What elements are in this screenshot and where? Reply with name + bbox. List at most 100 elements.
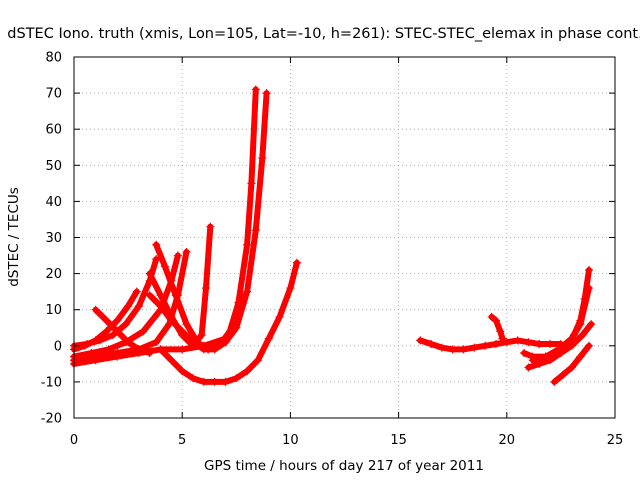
data-point (243, 287, 252, 296)
data-point (102, 316, 111, 325)
data-point (210, 377, 219, 386)
data-point (210, 345, 219, 354)
data-point (251, 85, 260, 94)
x-axis-label: GPS time / hours of day 217 of year 2011 (204, 458, 484, 474)
x-tick-labels: 0 5 10 15 20 25 (70, 433, 623, 448)
data-point (578, 330, 587, 339)
data-point (156, 345, 165, 354)
data-point (559, 370, 568, 379)
data-point (567, 334, 576, 343)
data-point (160, 262, 169, 271)
data-point (199, 345, 208, 354)
data-point (253, 356, 262, 365)
data-series (70, 85, 596, 386)
data-point (182, 320, 191, 329)
data-point (178, 345, 187, 354)
data-point (491, 339, 500, 348)
series-14 (528, 284, 594, 365)
data-point (199, 377, 208, 386)
y-axis-label: dSTEC / TECUs (6, 187, 22, 287)
y-tick-labels: -20 -10 0 10 20 30 40 50 60 70 80 (41, 51, 62, 427)
y-tick-label: 20 (45, 267, 62, 282)
data-point (550, 377, 559, 386)
data-point (178, 367, 187, 376)
data-point (535, 339, 544, 348)
data-point (491, 316, 500, 325)
y-tick-label: -20 (41, 412, 62, 427)
x-tick-label: 15 (390, 433, 407, 448)
data-point (416, 336, 425, 345)
y-tick-label: 40 (45, 195, 62, 210)
series-16 (550, 341, 594, 386)
data-point (189, 341, 198, 350)
data-point (232, 323, 241, 332)
data-point (286, 284, 295, 293)
grid-lines (74, 57, 615, 418)
data-point (535, 359, 544, 368)
data-point (567, 363, 576, 372)
y-tick-label: 50 (45, 159, 62, 174)
data-point (167, 312, 176, 321)
data-point (156, 291, 165, 300)
data-point (173, 251, 182, 260)
data-point (243, 240, 252, 249)
data-point (167, 356, 176, 365)
x-tick-label: 20 (499, 433, 516, 448)
series-trace (157, 259, 300, 385)
y-tick-label: 10 (45, 303, 62, 318)
data-point (251, 226, 260, 235)
data-point (113, 352, 122, 361)
series-trace (488, 313, 506, 342)
data-point (264, 334, 273, 343)
data-point (189, 374, 198, 383)
data-point (437, 343, 446, 352)
data-point (221, 377, 230, 386)
x-tick-label: 25 (607, 433, 624, 448)
data-point (546, 356, 555, 365)
x-tick-label: 5 (178, 433, 186, 448)
data-point (82, 339, 91, 348)
data-point (513, 336, 522, 345)
data-point (247, 179, 256, 188)
data-point (121, 320, 130, 329)
series-10 (156, 258, 301, 386)
x-tick-label: 10 (282, 433, 299, 448)
data-point (124, 338, 133, 347)
x-tick-label: 0 (70, 433, 78, 448)
y-tick-label: 0 (54, 339, 62, 354)
data-point (134, 302, 143, 311)
y-tick-label: 30 (45, 231, 62, 246)
series-9 (145, 222, 215, 350)
tick-marks (73, 56, 616, 419)
data-point (585, 265, 594, 274)
y-tick-label: -10 (41, 375, 62, 390)
data-point (585, 284, 594, 293)
data-point (576, 352, 585, 361)
data-point (496, 327, 505, 336)
data-point (108, 330, 117, 339)
data-point (502, 338, 511, 347)
data-point (232, 374, 241, 383)
data-point (152, 240, 161, 249)
data-point (178, 330, 187, 339)
data-point (498, 334, 507, 343)
data-point (487, 312, 496, 321)
series-12 (487, 312, 507, 343)
data-point (427, 339, 436, 348)
data-point (292, 258, 301, 267)
data-point (91, 305, 100, 314)
series-11 (416, 336, 565, 354)
data-point (91, 356, 100, 365)
data-point (262, 89, 271, 98)
data-point (132, 287, 141, 296)
data-point (258, 154, 267, 163)
data-point (197, 330, 206, 339)
data-point (221, 338, 230, 347)
data-point (459, 345, 468, 354)
data-point (546, 339, 555, 348)
data-point (524, 338, 533, 347)
data-point (145, 269, 154, 278)
y-tick-label: 80 (45, 51, 62, 66)
data-point (481, 341, 490, 350)
